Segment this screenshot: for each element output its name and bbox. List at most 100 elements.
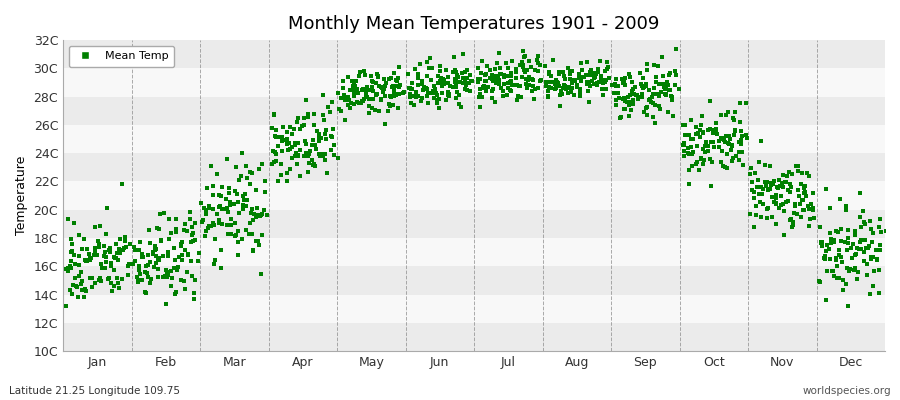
- Point: [734, 140, 748, 147]
- Point: [370, 71, 384, 78]
- Point: [307, 111, 321, 117]
- Point: [92, 241, 106, 248]
- Point: [443, 82, 457, 89]
- Point: [753, 199, 768, 205]
- Point: [743, 165, 758, 171]
- Point: [856, 208, 870, 214]
- Point: [221, 231, 236, 237]
- Point: [557, 73, 572, 79]
- Point: [665, 94, 680, 100]
- Point: [385, 84, 400, 90]
- Point: [776, 172, 790, 178]
- Point: [346, 85, 361, 92]
- Point: [530, 85, 544, 91]
- Point: [694, 156, 708, 162]
- Point: [612, 95, 626, 101]
- Point: [724, 142, 739, 148]
- Point: [386, 102, 400, 108]
- Point: [755, 185, 770, 192]
- Point: [305, 157, 320, 163]
- Point: [806, 205, 820, 212]
- Point: [478, 78, 492, 84]
- Point: [567, 91, 581, 98]
- Point: [318, 116, 332, 123]
- Point: [747, 224, 761, 230]
- Point: [743, 170, 758, 177]
- Point: [588, 74, 602, 80]
- Point: [93, 222, 107, 229]
- Point: [773, 193, 788, 199]
- Point: [282, 140, 296, 146]
- Point: [83, 254, 97, 261]
- Point: [703, 156, 717, 162]
- Point: [423, 54, 437, 61]
- Point: [570, 84, 584, 90]
- Point: [827, 238, 842, 245]
- Point: [175, 239, 189, 245]
- Point: [544, 78, 559, 85]
- Point: [621, 94, 635, 101]
- Point: [314, 135, 328, 141]
- Point: [766, 181, 780, 187]
- Point: [570, 82, 584, 88]
- Point: [504, 78, 518, 84]
- Point: [752, 159, 766, 165]
- Point: [648, 102, 662, 108]
- Point: [118, 238, 132, 244]
- Point: [142, 227, 157, 234]
- Point: [324, 132, 338, 139]
- Point: [245, 231, 259, 237]
- Point: [449, 95, 464, 101]
- Point: [791, 163, 806, 170]
- Point: [140, 252, 155, 258]
- Point: [391, 75, 405, 81]
- Point: [753, 184, 768, 190]
- Point: [64, 258, 78, 264]
- Point: [872, 242, 886, 249]
- Point: [825, 268, 840, 274]
- Point: [372, 108, 386, 114]
- Point: [633, 70, 647, 76]
- Point: [347, 83, 362, 89]
- Point: [660, 78, 674, 85]
- Point: [154, 238, 168, 244]
- Point: [102, 246, 116, 253]
- Point: [126, 260, 140, 267]
- Point: [355, 87, 369, 94]
- Point: [374, 84, 388, 90]
- Point: [509, 96, 524, 103]
- Point: [172, 254, 186, 261]
- Point: [418, 86, 432, 92]
- Point: [758, 179, 772, 185]
- Point: [397, 89, 411, 95]
- Point: [223, 198, 238, 205]
- Point: [246, 217, 260, 223]
- Point: [822, 246, 836, 252]
- Point: [582, 71, 597, 78]
- Point: [103, 244, 117, 251]
- Point: [396, 90, 410, 96]
- Point: [323, 109, 338, 115]
- Point: [160, 269, 175, 275]
- Point: [696, 160, 710, 167]
- Point: [178, 220, 193, 227]
- Point: [781, 187, 796, 193]
- Point: [849, 252, 863, 258]
- Point: [292, 147, 307, 154]
- Point: [448, 67, 463, 73]
- Point: [164, 230, 178, 236]
- Point: [813, 224, 827, 230]
- Point: [292, 125, 307, 132]
- Point: [658, 83, 672, 89]
- Point: [700, 143, 715, 150]
- Point: [636, 75, 651, 81]
- Point: [652, 81, 666, 88]
- Point: [359, 90, 374, 96]
- Point: [236, 206, 250, 212]
- Point: [79, 258, 94, 264]
- Point: [378, 83, 392, 89]
- Legend: Mean Temp: Mean Temp: [68, 46, 175, 67]
- Point: [850, 269, 865, 275]
- Point: [568, 76, 582, 83]
- Point: [360, 84, 374, 91]
